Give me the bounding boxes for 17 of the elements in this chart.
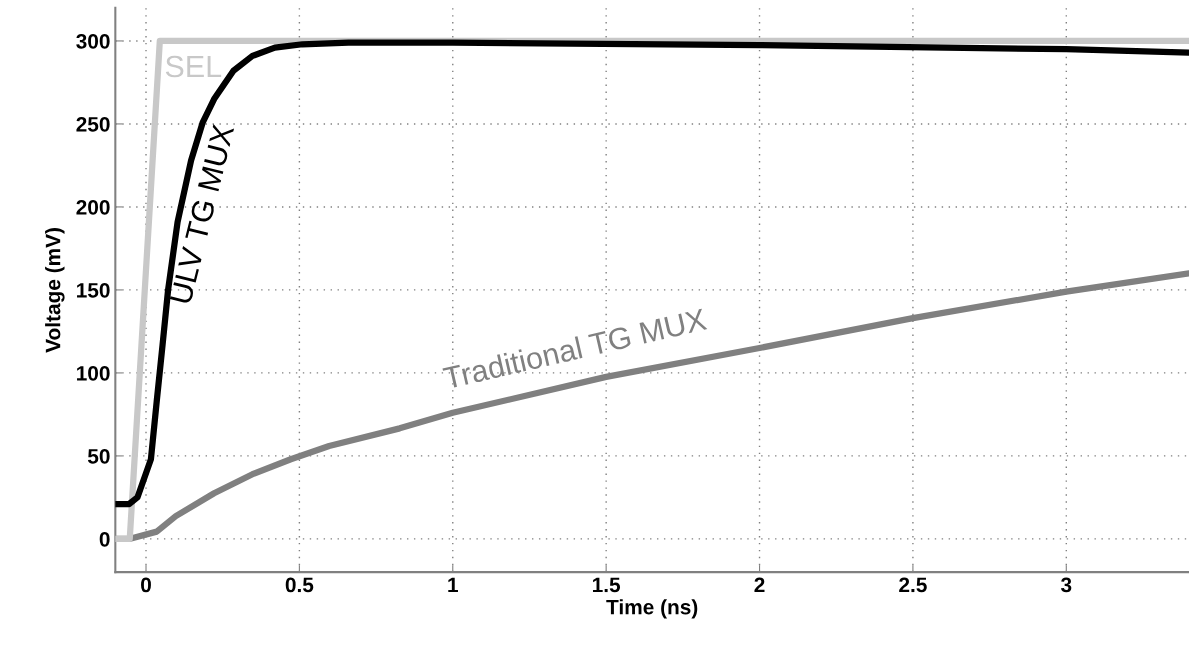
x-tick-label: 0 [141, 577, 151, 593]
y-tick-label: 150 [77, 282, 110, 298]
text: ULV TG MUX [169, 123, 235, 305]
y-axis-title: Voltage (mV) [45, 228, 65, 353]
x-tick-label: 1 [448, 577, 458, 593]
y-tick-label: 50 [87, 448, 110, 464]
x-axis-title: Time (ns) [606, 599, 698, 619]
y-tick-label: 250 [76, 116, 110, 132]
y-tick-label: 0 [99, 531, 110, 547]
y-tick-label: 100 [77, 365, 110, 381]
x-tick-label: 2.5 [899, 577, 927, 593]
x-tick-label: 2 [754, 577, 765, 593]
y-tick-label: 300 [76, 33, 110, 49]
x-tick-label: 0.5 [285, 577, 314, 593]
y-tick-label: 200 [76, 199, 110, 215]
x-tick-label: 3 [1060, 577, 1072, 593]
x-tick-label: 1.5 [592, 577, 621, 593]
